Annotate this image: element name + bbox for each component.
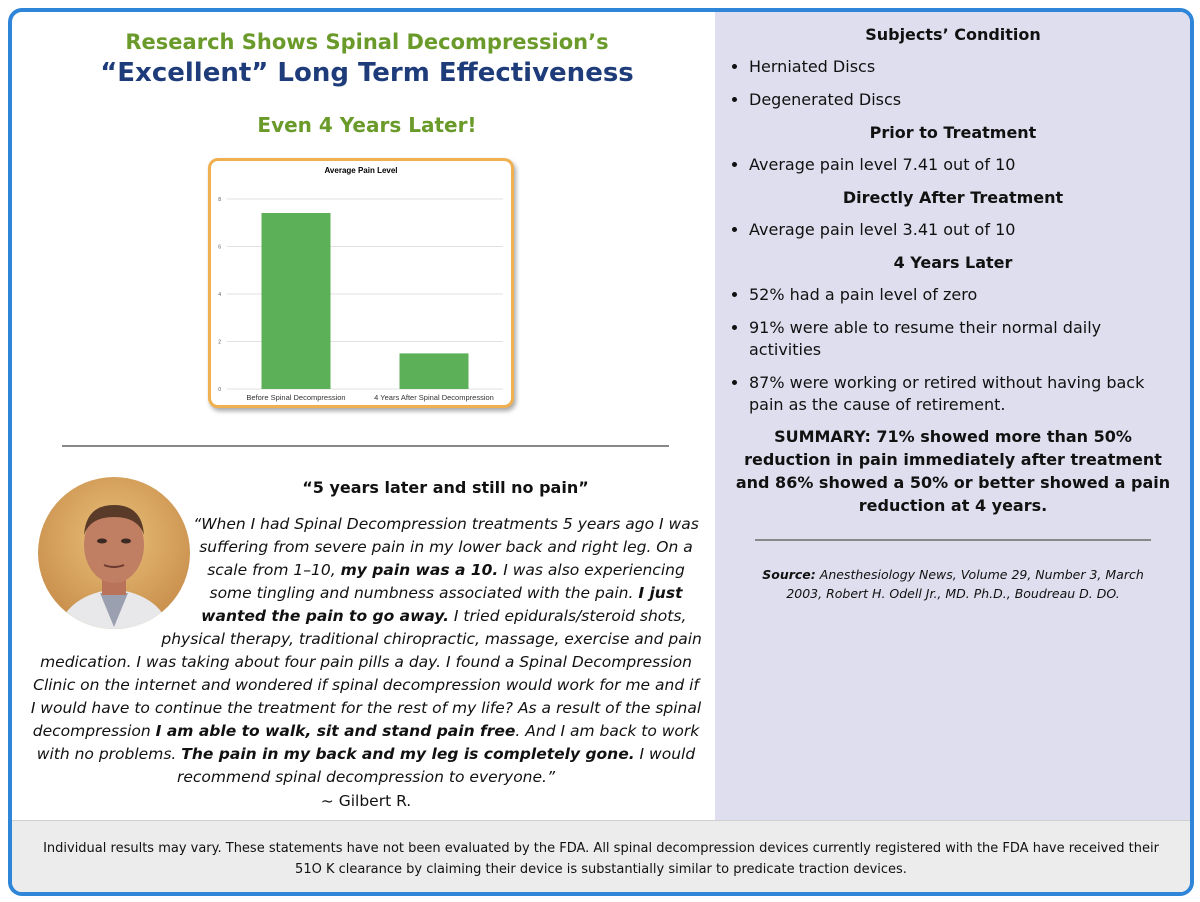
testimonial: “5 years later and still no pain” “When … bbox=[30, 470, 702, 813]
y-tick-label: 6 bbox=[218, 245, 221, 251]
bullet-list: 52% had a pain level of zero 91% were abl… bbox=[729, 284, 1177, 416]
bullet-list: Average pain level 3.41 out of 10 bbox=[729, 219, 1177, 241]
y-tick-label: 2 bbox=[218, 340, 221, 346]
bullet-item: 87% were working or retired without havi… bbox=[749, 372, 1177, 416]
bullet-item: Herniated Discs bbox=[749, 56, 1177, 78]
facts: Subjects’ Condition Herniated Discs Degene… bbox=[729, 24, 1177, 603]
chart: Average Pain Level 0 2 4 6 8 Before Spinal De… bbox=[218, 166, 503, 402]
disclaimer: Individual results may vary. These state… bbox=[43, 841, 1159, 877]
x-tick-label: 4 Years After Spinal Decompression bbox=[374, 393, 494, 402]
section-heading: Directly After Treatment bbox=[842, 188, 1064, 207]
text-bold: my pain was a 10. bbox=[340, 561, 499, 579]
bullet-list: Average pain level 7.41 out of 10 bbox=[729, 154, 1177, 176]
photo bbox=[38, 477, 190, 629]
source-label: Source: bbox=[762, 567, 816, 582]
title-line: Research Shows Spinal Decompression’s bbox=[125, 30, 609, 54]
text-bold: The pain in my back and my leg is comple… bbox=[181, 745, 635, 763]
y-tick-label: 4 bbox=[218, 292, 221, 298]
bullet-item: 52% had a pain level of zero bbox=[749, 284, 1177, 306]
x-tick-label: Before Spinal Decompression bbox=[246, 393, 345, 402]
bar bbox=[261, 213, 331, 389]
chart-box: Average Pain Level 0 2 4 6 8 Before Spinal De… bbox=[208, 158, 514, 408]
testimonial-text: “When I had Spinal Decompression treatme… bbox=[30, 513, 702, 789]
source-text: Anesthesiology News, Volume 29, Number 3… bbox=[786, 567, 1144, 601]
subtitle: Even 4 Years Later! bbox=[257, 113, 477, 137]
testimonial-author: ~ Gilbert R. bbox=[320, 792, 412, 810]
bullet-item: Average pain level 7.41 out of 10 bbox=[749, 154, 1177, 176]
text-bold: I am able to walk, sit and stand pain fr… bbox=[155, 722, 516, 740]
bullet-item: Degenerated Discs bbox=[749, 89, 1177, 111]
bullet-item: 91% were able to resume their normal dai… bbox=[749, 317, 1177, 361]
text-run: “When I had Spinal Decompression treatme… bbox=[193, 515, 699, 579]
text-run: . And I am back to work with no problems… bbox=[36, 722, 700, 763]
portrait bbox=[38, 477, 190, 629]
title-main: “Excellent” Long Term Effectiveness bbox=[100, 58, 634, 88]
section-heading: 4 Years Later bbox=[893, 253, 1013, 272]
frame: Research Shows Spinal Decompression’s “E… bbox=[8, 8, 1194, 896]
source: Source: Anesthesiology News, Volume 29, … bbox=[729, 565, 1177, 603]
chart-title: Average Pain Level bbox=[324, 166, 397, 175]
section-heading: Subjects’ Condition bbox=[865, 25, 1041, 44]
bullet-list: Herniated Discs Degenerated Discs bbox=[729, 56, 1177, 111]
testimonial-heading: “5 years later and still no pain” bbox=[302, 478, 589, 497]
text-run: I was also experiencing some tingling an… bbox=[209, 561, 685, 602]
y-tick-label: 0 bbox=[218, 387, 221, 393]
bullet-item: Average pain level 3.41 out of 10 bbox=[749, 219, 1177, 241]
footer: Individual results may vary. These state… bbox=[12, 820, 1190, 892]
sections: Subjects’ Condition Herniated Discs Degene… bbox=[729, 24, 1177, 416]
separator bbox=[62, 445, 669, 447]
bar bbox=[399, 353, 469, 389]
section-heading: Prior to Treatment bbox=[869, 123, 1037, 142]
summary: SUMMARY: 71% showed more than 50% reduct… bbox=[735, 427, 1171, 515]
text-bold: I just wanted the pain to go away. bbox=[201, 584, 683, 625]
facts-panel: Subjects’ Condition Herniated Discs Degene… bbox=[715, 12, 1190, 820]
text-run: I would recommend spinal decompression t… bbox=[176, 745, 696, 786]
y-tick-label: 8 bbox=[218, 197, 221, 203]
text-run: I tried epidurals/steroid shots, physica… bbox=[30, 607, 702, 740]
separator bbox=[755, 539, 1151, 541]
